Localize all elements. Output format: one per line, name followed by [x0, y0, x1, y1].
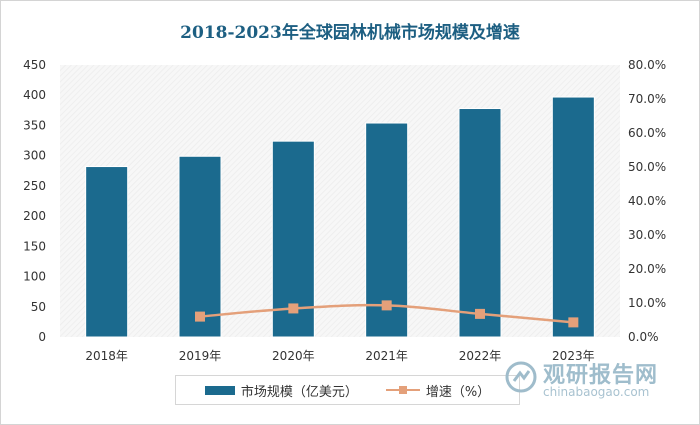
legend-bar-label: 市场规模（亿美元）: [240, 384, 358, 400]
plot-area: [60, 65, 620, 337]
y-right-tick-label: 20.0%: [628, 262, 666, 276]
y-left-tick-label: 250: [23, 179, 46, 193]
bar-1: [178, 155, 222, 338]
chart-title: 2018-2023年全球园林机械市场规模及增速: [180, 23, 520, 43]
y-left-tick-label: 400: [23, 88, 46, 102]
bar-5: [551, 96, 595, 338]
watermark-subtitle: chinabaogao.com: [543, 385, 650, 399]
y-left-tick-label: 0: [38, 330, 46, 344]
y-right-tick-label: 40.0%: [628, 194, 666, 208]
x-tick-label: 2023年: [552, 349, 595, 363]
growth-point-1: [195, 311, 205, 322]
x-tick-label: 2022年: [459, 349, 502, 363]
watermark-logo-icon: [505, 361, 537, 393]
bar-0: [85, 166, 129, 338]
watermark: 观研报告网 chinabaogao.com: [505, 355, 695, 410]
y-right-tick-label: 70.0%: [628, 92, 666, 106]
y-left-tick-label: 300: [23, 149, 46, 163]
y-left-tick-label: 450: [23, 58, 46, 72]
growth-point-5: [568, 317, 579, 328]
y-right-tick-label: 0.0%: [628, 330, 659, 344]
legend-item-growth-rate: 增速（%）: [385, 381, 491, 400]
y-right-tick-label: 50.0%: [628, 160, 666, 174]
legend-line-swatch: [385, 385, 420, 395]
x-tick-label: 2018年: [85, 349, 128, 363]
legend-item-market-size: 市场规模（亿美元）: [204, 381, 358, 400]
y-right-tick-label: 60.0%: [628, 126, 666, 140]
y-right-tick-label: 30.0%: [628, 228, 666, 242]
y-left-tick-label: 150: [23, 239, 46, 253]
y-right-tick-label: 80.0%: [628, 58, 666, 72]
y-left-tick-label: 200: [23, 209, 46, 223]
bar-4: [458, 108, 502, 338]
growth-point-4: [475, 308, 485, 319]
legend-line-label: 增速（%）: [425, 384, 491, 400]
y-left-tick-label: 350: [23, 118, 46, 132]
y-left-tick-label: 100: [23, 270, 46, 284]
x-tick-label: 2020年: [272, 349, 315, 363]
watermark-title: 观研报告网: [543, 363, 659, 388]
x-tick-label: 2019年: [179, 349, 222, 363]
legend: 市场规模（亿美元） 增速（%）: [175, 375, 520, 405]
growth-point-2: [288, 303, 299, 314]
growth-point-3: [381, 300, 392, 311]
legend-bar-swatch: [204, 385, 235, 395]
y-right-tick-label: 10.0%: [628, 296, 666, 310]
y-left-tick-label: 50: [31, 300, 46, 314]
x-tick-label: 2021年: [365, 349, 408, 363]
